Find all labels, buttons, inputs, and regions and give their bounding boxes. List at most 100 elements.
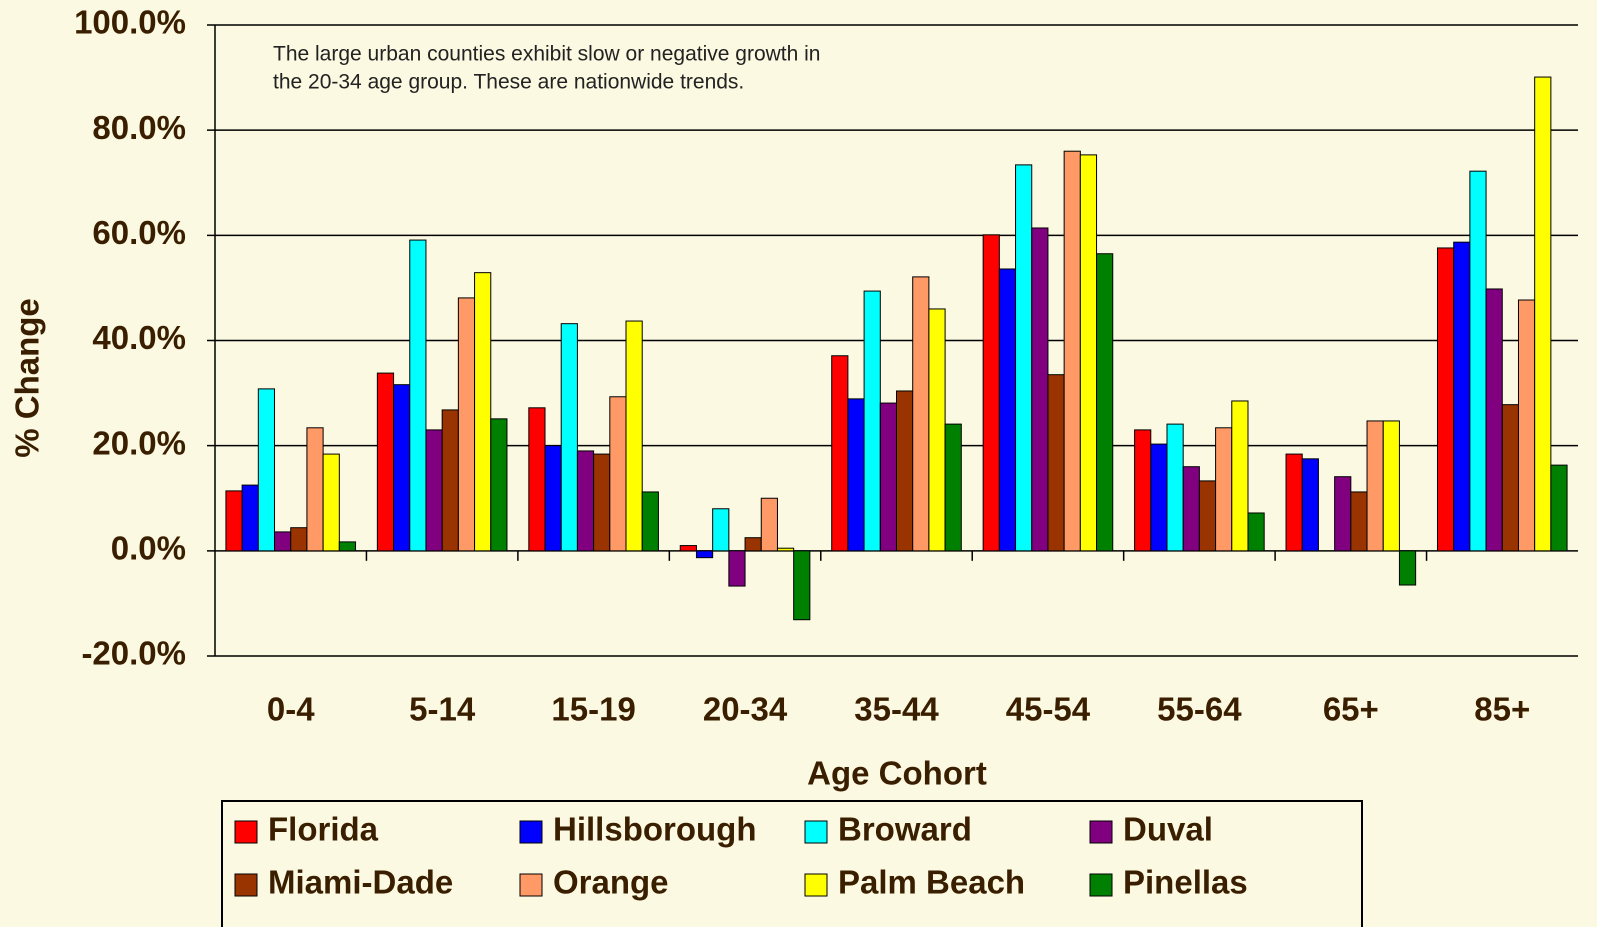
y-tick-label: 80.0% <box>92 109 186 146</box>
bar <box>760 497 778 552</box>
bar <box>1301 458 1319 552</box>
annotation: The large urban counties exhibit slow or… <box>273 43 820 66</box>
bar <box>1550 464 1568 552</box>
bar <box>1079 154 1098 552</box>
legend-swatch <box>519 873 543 897</box>
bar <box>863 290 881 552</box>
legend-label: Pinellas <box>1123 864 1248 901</box>
bar <box>609 396 627 552</box>
bar <box>393 384 411 552</box>
bar <box>274 531 292 552</box>
x-tick-label: 20-34 <box>703 691 788 728</box>
bar <box>528 407 546 552</box>
bar <box>1150 443 1168 552</box>
bar <box>625 320 643 552</box>
bar <box>1469 170 1487 552</box>
bar <box>290 527 308 552</box>
y-tick-label: 100.0% <box>74 4 186 41</box>
bar <box>847 398 865 552</box>
bar <box>1398 550 1417 586</box>
bar <box>425 429 443 552</box>
y-tick-label: -20.0% <box>81 635 186 672</box>
bar <box>1366 420 1384 552</box>
bar <box>831 355 849 552</box>
bar <box>1215 427 1233 552</box>
bar <box>728 550 746 587</box>
bar <box>322 453 340 552</box>
legend-swatch <box>804 873 828 897</box>
bar <box>912 276 930 552</box>
bar <box>474 272 492 552</box>
y-tick-label: 0.0% <box>111 530 186 567</box>
bar <box>409 239 427 552</box>
y-tick-label: 20.0% <box>92 424 186 461</box>
bar <box>1501 404 1519 552</box>
bar <box>1247 512 1265 552</box>
x-tick-label: 45-54 <box>1006 691 1091 728</box>
legend-label: Duval <box>1123 811 1213 848</box>
bar <box>1485 288 1503 552</box>
bar <box>441 409 459 552</box>
bar <box>712 508 730 552</box>
legend <box>221 800 1363 927</box>
bar <box>998 268 1017 552</box>
x-tick-label: 85+ <box>1474 691 1530 728</box>
bar <box>1134 429 1152 552</box>
bar <box>879 402 897 552</box>
bar <box>1453 241 1471 552</box>
x-tick-label: 5-14 <box>409 691 476 728</box>
bar <box>1334 476 1352 552</box>
bar <box>1166 423 1184 552</box>
bar <box>793 550 811 621</box>
legend-label: Orange <box>553 864 669 901</box>
x-axis-title: Age Cohort <box>807 755 987 792</box>
bar <box>1436 247 1455 552</box>
bar <box>241 484 259 552</box>
legend-swatch <box>1089 873 1113 897</box>
bar <box>1182 466 1200 552</box>
bar <box>1517 299 1536 552</box>
legend-label: Hillsborough <box>553 811 756 848</box>
bar <box>593 453 611 552</box>
x-tick-label: 65+ <box>1323 691 1379 728</box>
bar <box>1382 420 1400 552</box>
y-axis-title: % Change <box>9 298 46 458</box>
bar <box>376 372 395 552</box>
bar <box>776 547 795 552</box>
bar <box>944 423 962 552</box>
bar <box>560 323 578 552</box>
x-tick-label: 15-19 <box>551 691 635 728</box>
bar <box>225 490 243 552</box>
bar <box>695 550 714 559</box>
bar <box>306 427 324 552</box>
bar <box>457 297 476 552</box>
bar <box>1285 453 1303 552</box>
bar <box>896 390 914 552</box>
legend-swatch <box>234 820 258 844</box>
y-tick-label: 60.0% <box>92 214 186 251</box>
legend-swatch <box>234 873 258 897</box>
legend-swatch <box>519 820 543 844</box>
y-tick-label: 40.0% <box>92 319 186 356</box>
bar <box>1350 491 1368 552</box>
bar <box>1015 164 1033 552</box>
bar <box>1231 400 1249 552</box>
x-tick-label: 55-64 <box>1157 691 1242 728</box>
bar <box>1031 227 1049 552</box>
legend-label: Miami-Dade <box>268 864 453 901</box>
legend-swatch <box>1089 820 1113 844</box>
bar <box>1096 253 1114 552</box>
bar <box>576 450 595 552</box>
bar <box>679 545 697 552</box>
bar <box>1047 374 1065 552</box>
annotation: the 20-34 age group. These are nationwid… <box>273 71 744 94</box>
legend-swatch <box>804 820 828 844</box>
bar <box>544 445 562 552</box>
bar <box>1198 480 1217 552</box>
legend-label: Broward <box>838 811 972 848</box>
bar <box>982 234 1000 552</box>
legend-label: Florida <box>268 811 379 848</box>
bar <box>641 491 659 552</box>
